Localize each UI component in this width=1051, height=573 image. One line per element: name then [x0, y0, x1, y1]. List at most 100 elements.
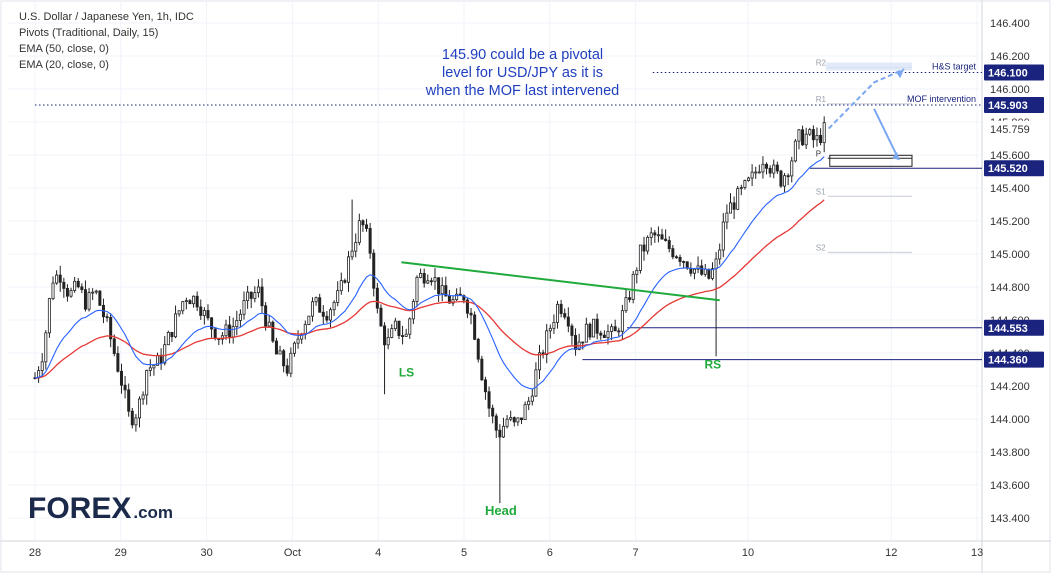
candle-body: [692, 268, 696, 274]
price-badge-label: 145.520: [988, 163, 1028, 175]
candle-body: [152, 364, 156, 369]
price-axis[interactable]: 146.400146.200146.000145.800145.600145.4…: [984, 18, 1044, 525]
candle-body: [610, 326, 614, 332]
candle-body: [822, 122, 826, 144]
y-tick-label: 144.800: [990, 282, 1030, 294]
candle-body: [47, 298, 51, 334]
price-badge: [984, 97, 1044, 114]
candle-body: [94, 290, 98, 293]
x-tick-label: 6: [547, 547, 553, 559]
pivot-label: P: [816, 149, 821, 158]
level-label: H&S target: [932, 62, 977, 72]
candle-body: [401, 335, 405, 337]
candle-body: [40, 361, 44, 372]
candle-body: [51, 282, 55, 299]
candle-body: [383, 325, 387, 346]
candle-body: [141, 394, 145, 400]
x-tick-label: Oct: [284, 547, 301, 559]
candle-body: [148, 367, 152, 371]
chart-legend: U.S. Dollar / Japanese Yen, 1h, IDC Pivo…: [19, 9, 194, 73]
candle-body: [638, 244, 642, 271]
annotation-line-3: when the MOF last intervened: [425, 83, 620, 99]
candle-body: [469, 312, 473, 316]
y-tick-label: 145.400: [990, 183, 1030, 195]
candle-body: [512, 417, 516, 423]
x-tick-label: 28: [29, 547, 41, 559]
x-tick-label: 13: [971, 547, 983, 559]
annotation-line-2: level for USD/JPY as it is: [442, 65, 603, 81]
candle-body: [530, 395, 534, 402]
candle-body: [552, 321, 556, 329]
candle-body: [595, 318, 599, 334]
legend-pivots[interactable]: Pivots (Traditional, Daily, 15): [19, 27, 159, 39]
candle-body: [689, 267, 693, 274]
price-badge: [984, 160, 1044, 177]
candle-body: [649, 232, 653, 238]
candle-body: [343, 280, 347, 283]
candle-body: [249, 291, 253, 299]
candle-body: [231, 326, 235, 338]
candle-body: [606, 330, 610, 339]
candle-body: [602, 334, 606, 339]
y-tick-label: 145.000: [990, 249, 1030, 261]
candle-body: [426, 280, 430, 284]
candle-body: [224, 324, 228, 337]
candle-body: [736, 188, 740, 210]
candle-body: [246, 291, 250, 301]
y-tick-label: 145.200: [990, 216, 1030, 228]
candle-body: [671, 248, 675, 258]
candle-body: [660, 234, 664, 240]
y-tick-label: 144.200: [990, 381, 1030, 393]
price-badge-label: 146.100: [988, 68, 1028, 80]
candle-body: [444, 285, 448, 297]
candle-body: [747, 177, 751, 181]
legend-ema20[interactable]: EMA (20, close, 0): [19, 59, 109, 71]
pivot-box: [829, 154, 913, 167]
candle-body: [491, 407, 495, 417]
time-axis[interactable]: 28 29 30 Oct 4 5 6 7 10 12 13: [29, 547, 983, 559]
candle-body: [465, 299, 469, 314]
candle-body: [574, 335, 578, 350]
candle-body: [307, 315, 311, 325]
projection-alt-arrowhead: [892, 151, 900, 160]
candle-body: [184, 300, 188, 303]
candle-body: [83, 289, 87, 310]
candle-body: [296, 338, 300, 344]
legend-symbol[interactable]: U.S. Dollar / Japanese Yen, 1h, IDC: [19, 11, 194, 23]
moving-averages: [34, 156, 825, 390]
candle-body: [725, 212, 729, 223]
candle-body: [138, 398, 142, 419]
price-badge-label: 144.553: [988, 323, 1028, 335]
candle-body: [815, 135, 819, 141]
candle-body: [397, 320, 401, 336]
price-badge: [984, 120, 1044, 137]
candle-body: [721, 221, 725, 251]
candle-body: [801, 129, 805, 146]
candle-body: [710, 268, 714, 279]
candle-body: [732, 202, 736, 210]
candle-body: [274, 340, 278, 355]
candle-body: [599, 332, 603, 336]
candle-body: [112, 338, 116, 354]
candle-body: [419, 273, 423, 278]
candle-body: [213, 328, 217, 339]
candle-body: [267, 321, 271, 327]
legend-ema50[interactable]: EMA (50, close, 0): [19, 43, 109, 55]
annotation-line-1: 145.90 could be a pivotal: [441, 47, 604, 63]
candle-body: [242, 300, 246, 315]
projection-path: [827, 68, 905, 130]
chart-drawings: LS Head RS: [399, 68, 905, 518]
logo-suffix: .com: [133, 503, 174, 522]
candle-body: [206, 310, 210, 319]
candle-body: [775, 164, 779, 172]
candle-body: [473, 314, 477, 340]
candle-body: [642, 244, 646, 252]
candle-body: [563, 313, 567, 318]
price-badge-label: 145.759: [990, 124, 1030, 136]
candle-body: [523, 404, 527, 421]
candle-body: [325, 315, 329, 321]
candle-body: [166, 331, 170, 346]
candle-body: [664, 238, 668, 241]
